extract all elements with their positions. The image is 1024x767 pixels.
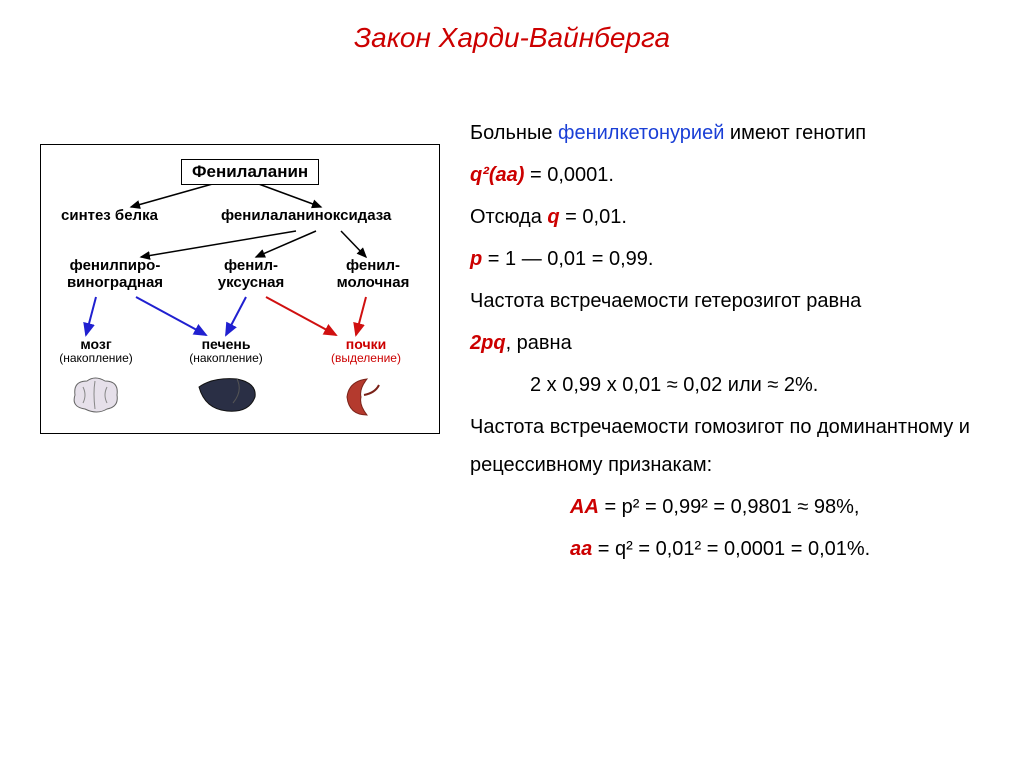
l9-rest: = q² = 0,01² = 0,0001 = 0,01%.	[592, 538, 870, 560]
line-7: Частота встречаемости гомозигот по домин…	[470, 408, 984, 484]
node-acetic-l1: фенил-	[224, 257, 278, 274]
l3b: = 0,01.	[560, 206, 627, 228]
l3-var: q	[547, 206, 559, 228]
line-5a: Частота встречаемости гетерозигот равна	[470, 282, 984, 320]
diagram-column: Фенилаланин синтез белка фенилаланинокси…	[40, 104, 440, 572]
line-9: aa = q² = 0,01² = 0,0001 = 0,01%.	[470, 530, 984, 568]
organ-liver-label: печень (накопление)	[171, 337, 281, 366]
node-acetic: фенил- уксусная	[201, 257, 301, 292]
line-3: Отсюда q = 0,01.	[470, 198, 984, 236]
phenylalanine-diagram: Фенилаланин синтез белка фенилаланинокси…	[40, 144, 440, 434]
l1a: Больные	[470, 122, 558, 144]
kidney-icon	[337, 373, 387, 426]
node-protein-synthesis: синтез белка	[61, 207, 158, 224]
brain-icon	[65, 373, 125, 422]
line-6: 2 х 0,99 х 0,01 ≈ 0,02 или ≈ 2%.	[470, 366, 984, 404]
l2-eq: = 0,0001.	[524, 164, 614, 186]
node-lactic-l2: молочная	[337, 274, 410, 291]
l5b-rest: , равна	[506, 332, 572, 354]
l2-var: q²(aa)	[470, 164, 524, 186]
l1b: имеют генотип	[724, 122, 866, 144]
root-node: Фенилаланин	[181, 159, 319, 185]
liver-icon	[193, 373, 263, 422]
page-title: Закон Харди-Вайнберга	[0, 0, 1024, 54]
node-acetic-l2: уксусная	[218, 274, 284, 291]
line-5b: 2pq, равна	[470, 324, 984, 362]
pku-term: фенилкетонурией	[558, 122, 724, 144]
liver-sub: (накопление)	[171, 352, 281, 365]
l4-var: p	[470, 248, 482, 270]
brain-sub: (накопление)	[51, 352, 141, 365]
line-8: AA = p² = 0,99² = 0,9801 ≈ 98%,	[470, 488, 984, 526]
l5-var: 2pq	[470, 332, 506, 354]
l3a: Отсюда	[470, 206, 547, 228]
kidney-sub: (выделение)	[311, 352, 421, 365]
liver-name: печень	[202, 336, 251, 352]
line-2: q²(aa) = 0,0001.	[470, 156, 984, 194]
organ-brain-label: мозг (накопление)	[51, 337, 141, 366]
line-1: Больные фенилкетонурией имеют генотип	[470, 114, 984, 152]
l8-var: AA	[570, 496, 599, 518]
l4-rest: = 1 — 0,01 = 0,99.	[482, 248, 653, 270]
organ-kidney-label: почки (выделение)	[311, 337, 421, 366]
node-pyruvic: фенилпиро- виноградная	[55, 257, 175, 292]
l9-var: aa	[570, 538, 592, 560]
node-oxidase: фенилаланиноксидаза	[221, 207, 391, 224]
line-4: p = 1 — 0,01 = 0,99.	[470, 240, 984, 278]
l8-rest: = p² = 0,99² = 0,9801 ≈ 98%,	[599, 496, 860, 518]
brain-name: мозг	[80, 336, 111, 352]
text-column: Больные фенилкетонурией имеют генотип q²…	[470, 104, 984, 572]
content-row: Фенилаланин синтез белка фенилаланинокси…	[0, 54, 1024, 572]
node-lactic: фенил- молочная	[323, 257, 423, 292]
node-pyruvic-l2: виноградная	[67, 274, 163, 291]
kidney-name: почки	[346, 336, 386, 352]
node-lactic-l1: фенил-	[346, 257, 400, 274]
node-pyruvic-l1: фенилпиро-	[70, 257, 161, 274]
